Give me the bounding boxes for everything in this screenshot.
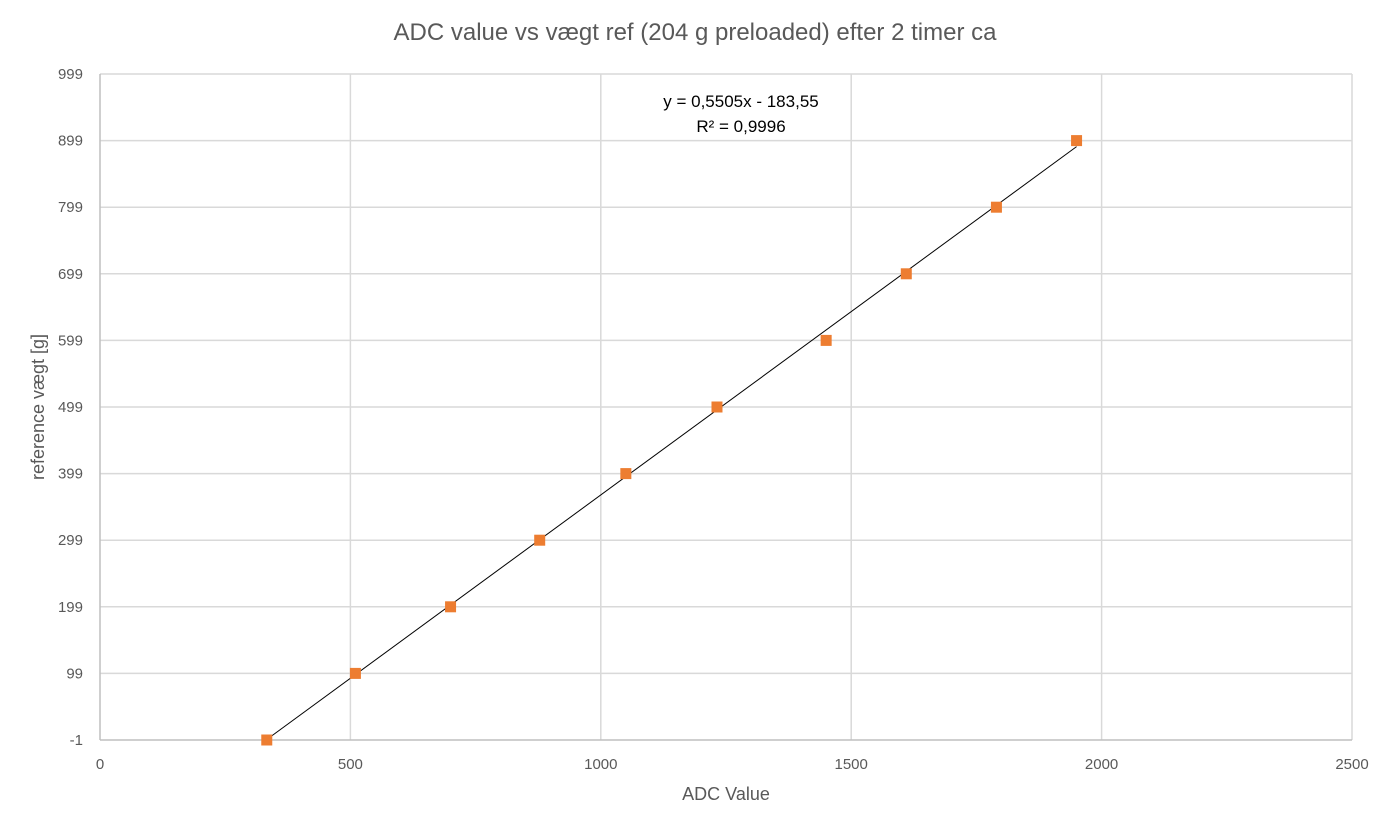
data-points <box>261 135 1083 746</box>
data-point <box>349 667 361 679</box>
x-tick-label: 2500 <box>1335 756 1368 773</box>
y-tick-label: 899 <box>58 133 83 150</box>
linear-trendline <box>266 146 1077 740</box>
y-tick-label: 99 <box>66 665 83 682</box>
tick-labels: -1 99 199 299 399 499 599 699 799 899 999 0 500 1000 1… <box>58 66 1369 773</box>
y-tick-label: 399 <box>58 466 83 483</box>
trendline-r-squared: R² = 0,9996 <box>696 117 785 136</box>
y-tick-label: -1 <box>70 732 83 749</box>
data-point <box>711 401 723 413</box>
data-point <box>1071 135 1083 147</box>
x-tick-label: 2000 <box>1085 756 1118 773</box>
data-point <box>261 734 273 746</box>
x-tick-label: 1500 <box>835 756 868 773</box>
chart-title: ADC value vs vægt ref (204 g preloaded) … <box>394 19 998 46</box>
y-tick-label: 599 <box>58 332 83 349</box>
y-tick-label: 299 <box>58 532 83 549</box>
trendline-equation: y = 0,5505x - 183,55 <box>663 92 818 111</box>
x-tick-label: 0 <box>96 756 104 773</box>
trendline-group <box>266 146 1077 740</box>
data-point <box>620 468 632 480</box>
gridlines <box>100 73 1353 740</box>
x-axis-title: ADC Value <box>682 784 770 804</box>
data-point <box>445 601 457 613</box>
axes <box>99 74 1352 741</box>
x-tick-label: 1000 <box>584 756 617 773</box>
y-tick-label: 999 <box>58 66 83 83</box>
y-axis-title: reference vægt [g] <box>28 334 48 480</box>
data-point <box>820 334 832 346</box>
y-tick-label: 799 <box>58 199 83 216</box>
data-point <box>990 201 1002 213</box>
y-tick-label: 199 <box>58 599 83 616</box>
y-tick-label: 499 <box>58 399 83 416</box>
data-point <box>534 534 546 546</box>
data-point <box>900 268 912 280</box>
y-tick-label: 699 <box>58 266 83 283</box>
x-tick-label: 500 <box>338 756 363 773</box>
